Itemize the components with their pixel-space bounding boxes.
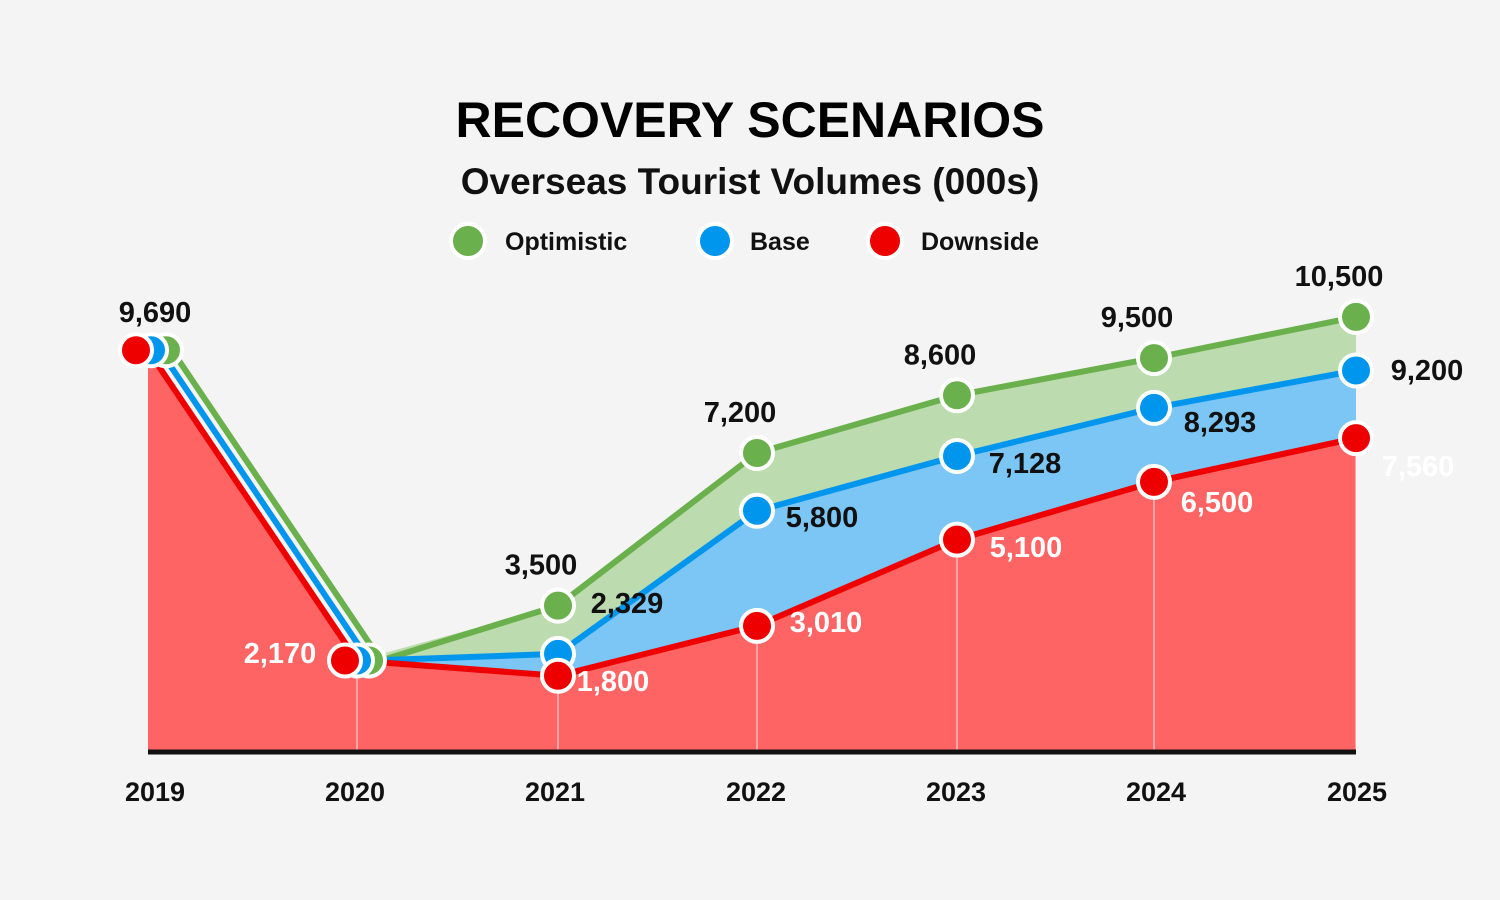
point-downside-2023 [939, 521, 975, 558]
tick-label-2019: 2019 [125, 777, 185, 807]
point-downside-2021 [540, 657, 576, 694]
point-downside-2020 [327, 642, 363, 679]
tick-label-2022: 2022 [726, 777, 786, 807]
tick-label-2020: 2020 [325, 777, 385, 807]
label-base-2023: 7,128 [989, 448, 1062, 480]
data-labels: 9,690 2,170 3,500 2,329 1,800 7,200 5,800 3,010… [119, 261, 1464, 698]
label-optimistic-2025: 10,500 [1295, 261, 1384, 293]
point-downside-2024 [1136, 463, 1172, 500]
point-downside-2025 [1338, 420, 1374, 457]
point-base-2022 [739, 492, 775, 529]
chart-legend: Optimistic Base Downside [449, 222, 1039, 260]
label-optimistic-2024: 9,500 [1101, 302, 1174, 334]
data-point-markers [118, 298, 1374, 694]
point-base-2025 [1338, 352, 1374, 389]
legend-label-downside: Downside [921, 228, 1039, 256]
point-base-2023 [939, 437, 975, 474]
legend-label-base: Base [750, 228, 810, 256]
point-downside-2019 [118, 332, 154, 369]
label-trough-2020: 2,170 [244, 638, 317, 670]
chart-title: RECOVERY SCENARIOS [455, 92, 1044, 148]
point-optimistic-2021 [540, 587, 576, 624]
label-base-2022: 5,800 [786, 502, 859, 534]
label-downside-2023: 5,100 [990, 532, 1063, 564]
legend-label-optimistic: Optimistic [505, 228, 627, 256]
label-base-2021: 2,329 [591, 588, 664, 620]
tick-label-2024: 2024 [1126, 777, 1186, 807]
point-base-2024 [1136, 389, 1172, 426]
area-layers [148, 316, 1356, 750]
label-optimistic-2022: 7,200 [704, 397, 777, 429]
point-downside-2022 [739, 607, 775, 644]
legend-marker-downside [866, 222, 904, 260]
tick-label-2023: 2023 [926, 777, 986, 807]
label-base-2025: 9,200 [1391, 355, 1464, 387]
x-axis-tick-labels: 2019 2020 2021 2022 2023 2024 2025 [125, 777, 1387, 807]
label-downside-2025: 7,560 [1382, 451, 1455, 483]
area-base-band [357, 370, 1356, 676]
label-downside-2024: 6,500 [1181, 487, 1254, 519]
area-optimistic-band [357, 316, 1356, 661]
point-optimistic-2024 [1136, 340, 1172, 377]
point-optimistic-2025 [1338, 298, 1374, 335]
legend-marker-base [696, 222, 734, 260]
chart-subtitle: Overseas Tourist Volumes (000s) [461, 161, 1040, 202]
label-optimistic-2021: 3,500 [505, 550, 578, 582]
point-optimistic-2022 [739, 435, 775, 471]
tick-label-2021: 2021 [525, 777, 585, 807]
label-base-2024: 8,293 [1184, 407, 1257, 439]
point-optimistic-2023 [939, 377, 975, 414]
label-start-2019: 9,690 [119, 297, 192, 329]
label-downside-2021: 1,800 [577, 666, 650, 698]
label-downside-2022: 3,010 [790, 607, 863, 639]
tick-label-2025: 2025 [1327, 777, 1387, 807]
legend-marker-optimistic [449, 222, 487, 260]
label-optimistic-2023: 8,600 [904, 339, 977, 371]
area-downside [148, 350, 1356, 750]
